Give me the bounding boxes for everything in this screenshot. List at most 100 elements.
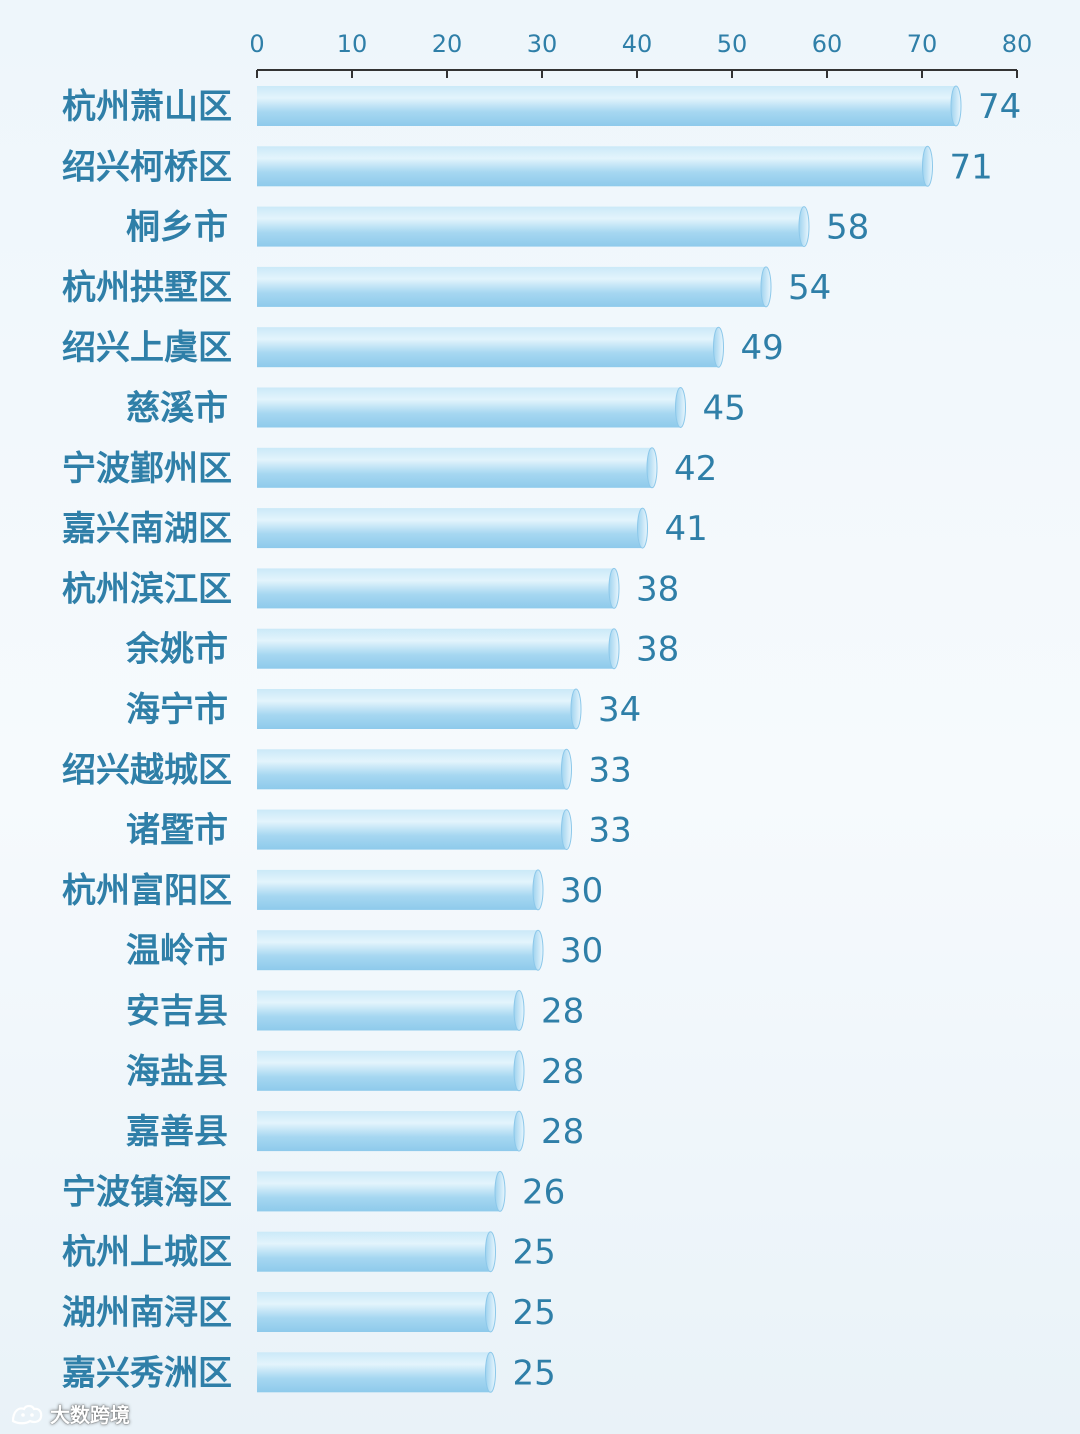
- value-label: 38: [636, 569, 679, 609]
- category-label: 杭州富阳区: [62, 871, 232, 911]
- bar: [257, 1170, 506, 1212]
- bar-body: [257, 568, 614, 609]
- bar-cap: [675, 387, 686, 428]
- bar-body: [257, 146, 928, 187]
- x-tick-label: 30: [527, 30, 558, 58]
- value-label: 25: [513, 1293, 556, 1333]
- bar-body: [257, 689, 576, 729]
- bar-body: [257, 930, 538, 971]
- x-tick-label: 40: [622, 30, 653, 58]
- bar: [257, 929, 544, 971]
- value-label: 25: [513, 1353, 556, 1393]
- category-label: 杭州萧山区: [62, 87, 232, 127]
- bar-body: [257, 1171, 500, 1212]
- bar: [257, 809, 572, 851]
- category-label: 湖州南浔区: [62, 1293, 232, 1333]
- bar-cap: [513, 1050, 525, 1092]
- category-label: 温岭市: [126, 931, 228, 971]
- bar-cap: [485, 1291, 496, 1333]
- value-label: 54: [788, 268, 831, 308]
- bar-body: [257, 1352, 491, 1393]
- bar-body: [257, 206, 804, 247]
- value-label: 49: [741, 328, 784, 368]
- x-tick-label: 50: [717, 30, 748, 58]
- x-tick-label: 20: [432, 30, 463, 58]
- bar: [257, 688, 582, 730]
- x-tick-label: 0: [249, 30, 264, 58]
- bar: [257, 1291, 496, 1333]
- category-labels: 杭州萧山区绍兴柯桥区桐乡市杭州拱墅区绍兴上虞区慈溪市宁波鄞州区嘉兴南湖区杭州滨江…: [62, 87, 232, 1393]
- bar: [257, 206, 810, 248]
- value-label: 45: [703, 389, 746, 429]
- category-label: 桐乡市: [126, 208, 228, 248]
- value-label: 58: [826, 208, 869, 248]
- bar: [257, 1231, 496, 1273]
- category-label: 绍兴柯桥区: [62, 147, 232, 187]
- bar-cap: [713, 326, 724, 368]
- value-label: 34: [598, 690, 641, 730]
- value-label: 33: [589, 811, 632, 851]
- value-label: 33: [589, 750, 632, 790]
- bar-body: [257, 809, 567, 850]
- value-label: 28: [541, 1052, 584, 1092]
- bar-cap: [532, 869, 544, 911]
- bar: [257, 567, 620, 609]
- bar: [257, 85, 962, 127]
- value-label: 28: [541, 1112, 584, 1152]
- category-label: 诸暨市: [126, 811, 228, 851]
- bar: [257, 628, 620, 670]
- bar-cap: [760, 266, 772, 308]
- bar-body: [257, 508, 643, 549]
- bar-cap: [513, 990, 525, 1031]
- x-tick-label: 60: [812, 30, 843, 58]
- category-label: 杭州上城区: [62, 1233, 232, 1273]
- category-label: 宁波鄞州区: [62, 449, 232, 489]
- bar: [257, 1110, 525, 1152]
- category-label: 宁波镇海区: [62, 1172, 232, 1212]
- category-label: 绍兴越城区: [62, 750, 232, 790]
- bar-cap: [485, 1351, 496, 1393]
- x-tick-label: 80: [1002, 30, 1033, 58]
- bar: [257, 869, 544, 911]
- bar-body: [257, 628, 614, 669]
- bar-body: [257, 1111, 519, 1152]
- value-label: 41: [665, 509, 708, 549]
- bar: [257, 266, 772, 308]
- bar: [257, 387, 686, 428]
- bar: [257, 145, 933, 187]
- bar-cap: [637, 507, 648, 549]
- watermark-text: 大数跨境: [50, 1403, 130, 1427]
- category-label: 海盐县: [126, 1052, 228, 1092]
- value-label: 38: [636, 630, 679, 670]
- bar: [257, 1050, 525, 1092]
- bar-cap: [570, 688, 582, 730]
- value-label: 30: [560, 871, 603, 911]
- value-label: 74: [978, 87, 1021, 127]
- bar-body: [257, 1231, 491, 1272]
- bar-cap: [532, 929, 544, 971]
- category-label: 杭州滨江区: [62, 569, 232, 609]
- bar-cap: [950, 85, 962, 127]
- bar-cap: [561, 809, 572, 851]
- bar-cap: [798, 206, 810, 248]
- bar-cap: [494, 1170, 506, 1212]
- bar-body: [257, 869, 538, 910]
- category-label: 海宁市: [126, 690, 228, 730]
- category-label: 嘉兴秀洲区: [62, 1353, 232, 1393]
- bar-cap: [646, 447, 658, 489]
- category-label: 余姚市: [125, 630, 228, 670]
- bar-cap: [608, 628, 620, 670]
- bar: [257, 748, 572, 790]
- bar-cap: [922, 145, 933, 187]
- value-label: 30: [560, 931, 603, 971]
- x-tick-label: 70: [907, 30, 938, 58]
- bar: [257, 507, 648, 549]
- category-label: 绍兴上虞区: [62, 328, 232, 368]
- bar-cap: [513, 1110, 525, 1152]
- bar: [257, 1351, 496, 1393]
- bars: [257, 85, 962, 1393]
- bar-cap: [485, 1231, 496, 1273]
- bar-body: [257, 86, 956, 126]
- bar: [257, 447, 658, 489]
